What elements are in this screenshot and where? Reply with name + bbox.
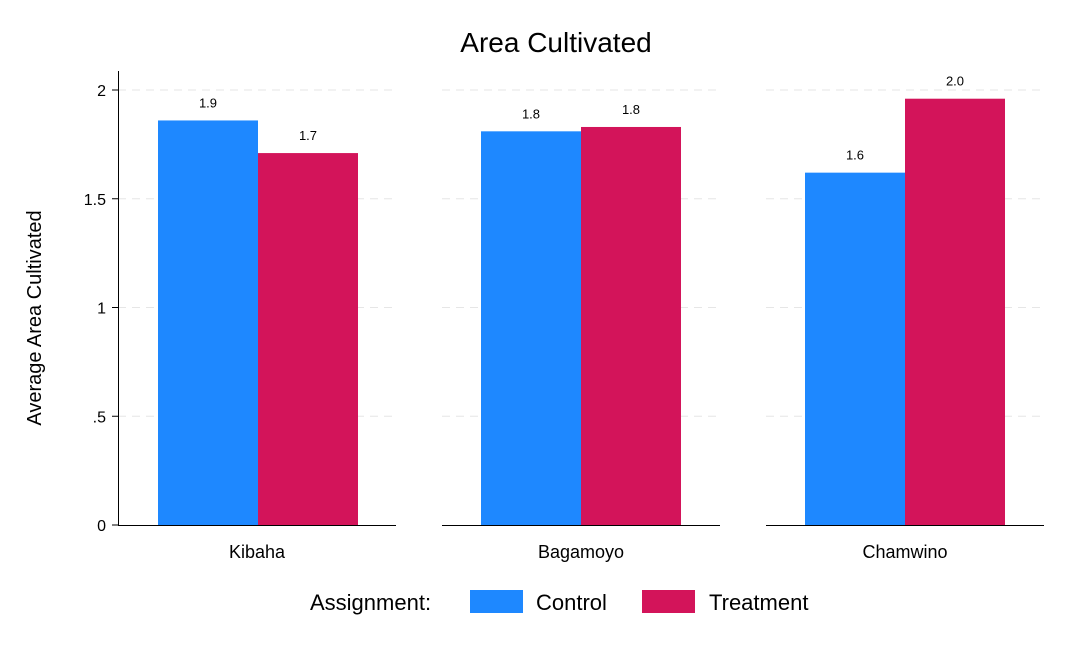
bar-control-chamwino [805,172,905,525]
category-label: Bagamoyo [538,542,624,562]
legend-title: Assignment: [310,590,431,615]
y-tick-label: .5 [93,409,106,426]
legend-swatch-treatment [642,590,695,613]
chart-title: Area Cultivated [460,27,651,58]
axes [118,71,1044,526]
category-label: Chamwino [862,542,947,562]
data-label: 1.8 [622,102,640,117]
data-label: 2.0 [946,74,964,89]
category-labels: Kibaha Bagamoyo Chamwino [229,542,948,562]
y-tick-label: 2 [97,83,106,100]
bar-control-kibaha [158,120,258,525]
bars [158,98,1005,525]
y-tick-label: 1 [97,301,106,318]
bar-control-bagamoyo [481,131,581,525]
legend: Assignment: Control Treatment [310,590,808,615]
bar-treatment-bagamoyo [581,126,681,525]
y-axis-label: Average Area Cultivated [24,210,46,425]
data-label: 1.8 [522,106,540,121]
bar-treatment-chamwino [905,98,1005,525]
y-tick-label: 1.5 [84,192,106,209]
data-label: 1.6 [846,148,864,163]
legend-swatch-control [470,590,523,613]
data-label: 1.9 [199,95,217,110]
data-labels: 1.9 1.7 1.8 1.8 1.6 2.0 [199,74,964,163]
y-tick-label: 0 [97,518,106,535]
y-axis-ticks: 0 .5 1 1.5 2 [84,83,118,535]
legend-label: Control [536,590,607,615]
bar-treatment-kibaha [258,153,358,525]
legend-label: Treatment [709,590,808,615]
data-label: 1.7 [299,128,317,143]
category-label: Kibaha [229,542,286,562]
